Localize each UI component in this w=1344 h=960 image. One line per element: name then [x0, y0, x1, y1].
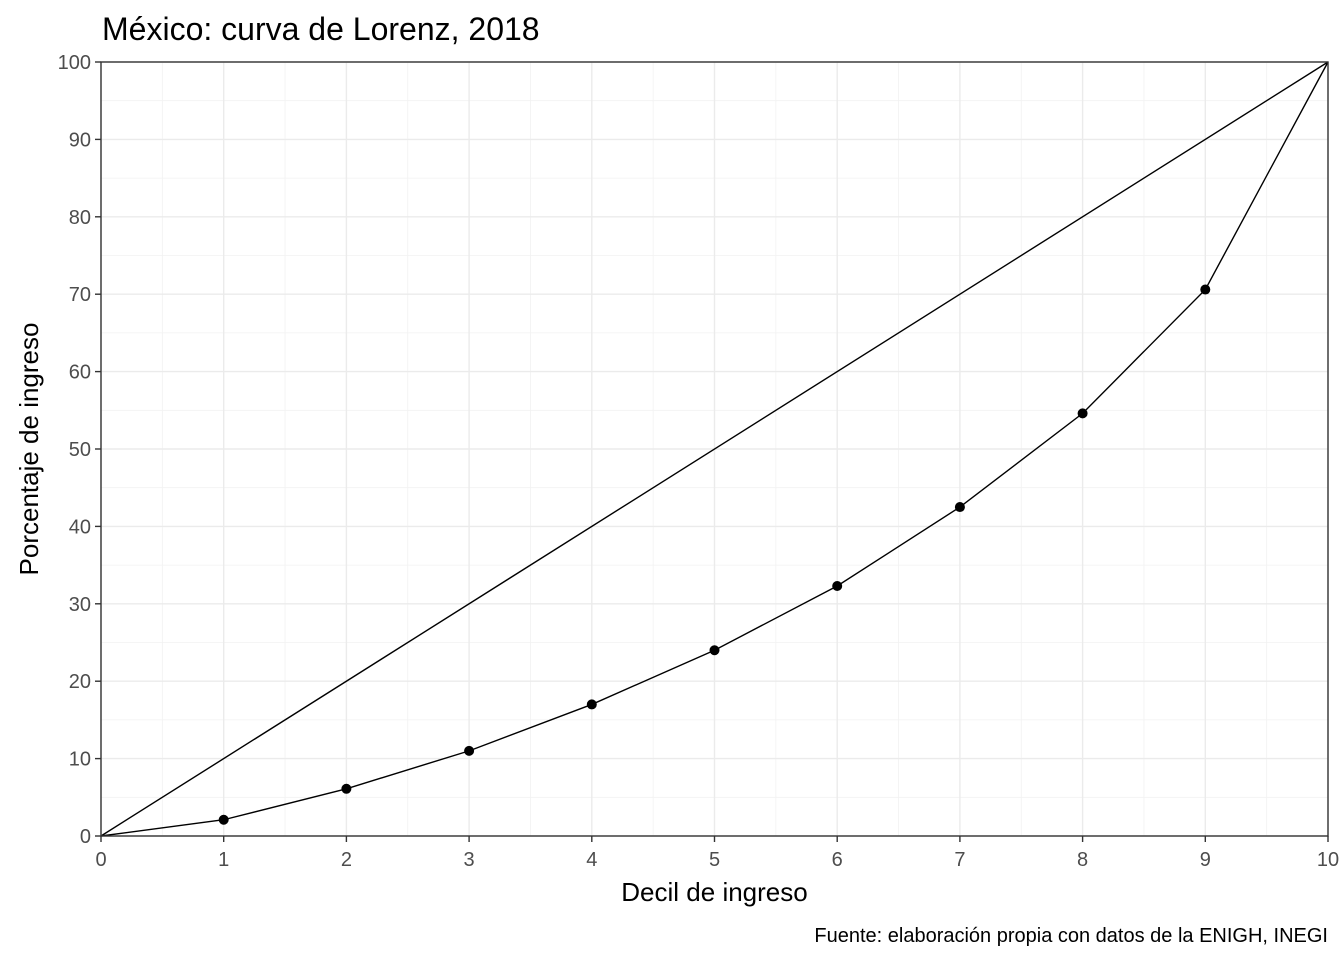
y-tick-label: 70: [69, 284, 91, 306]
lorenz-point: [832, 580, 843, 591]
x-tick-label: 6: [832, 849, 843, 871]
y-tick-label: 10: [69, 749, 91, 771]
y-tick-label: 30: [69, 594, 91, 616]
x-tick-label: 0: [95, 849, 106, 871]
y-tick-label: 50: [69, 439, 91, 461]
y-tick-label: 90: [69, 129, 91, 151]
x-tick-label: 3: [464, 849, 475, 871]
x-tick-label: 10: [1317, 849, 1339, 871]
y-tick-label: 0: [80, 826, 91, 848]
lorenz-point: [341, 783, 352, 794]
x-tick-label: 7: [954, 849, 965, 871]
chart-caption: Fuente: elaboración propia con datos de …: [814, 925, 1328, 947]
y-tick-label: 20: [69, 671, 91, 693]
x-tick-label: 9: [1200, 849, 1211, 871]
y-tick-label: 80: [69, 207, 91, 229]
x-tick-label: 4: [586, 849, 597, 871]
lorenz-point: [464, 745, 475, 756]
y-tick-label: 100: [58, 52, 91, 74]
lorenz-point: [954, 502, 965, 513]
lorenz-point: [586, 699, 597, 710]
lorenz-point: [1077, 408, 1088, 419]
y-tick-label: 40: [69, 516, 91, 538]
lorenz-point: [709, 645, 720, 656]
y-tick-label: 60: [69, 362, 91, 384]
x-tick-label: 1: [218, 849, 229, 871]
x-tick-label: 2: [341, 849, 352, 871]
x-axis-title: Decil de ingreso: [621, 877, 807, 907]
lorenz-point: [1200, 284, 1211, 295]
lorenz-point: [218, 814, 229, 825]
chart-title: México: curva de Lorenz, 2018: [102, 11, 540, 47]
series-layer: [100, 61, 1329, 837]
x-tick-label: 5: [709, 849, 720, 871]
equality-line: [100, 61, 1329, 837]
x-tick-label: 8: [1077, 849, 1088, 871]
y-axis-title: Porcentaje de ingreso: [14, 323, 44, 576]
